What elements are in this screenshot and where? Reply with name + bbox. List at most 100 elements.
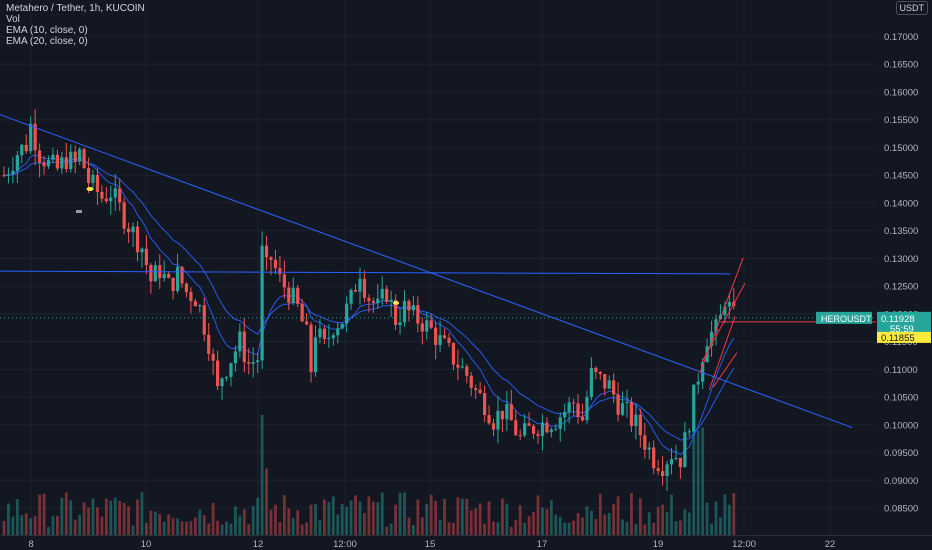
volume-bar <box>536 495 540 535</box>
volume-bar <box>167 514 171 535</box>
volume-bar <box>354 495 357 535</box>
candle-body <box>496 410 500 430</box>
time-tick-label: 22 <box>825 539 836 550</box>
volume-bar <box>136 499 139 535</box>
volume-bar <box>389 523 393 535</box>
volume-bar <box>29 518 33 535</box>
legend-ema-20[interactable]: EMA (20, close, 0) <box>6 36 88 47</box>
candle-body <box>607 380 611 389</box>
volume-bar <box>42 493 46 535</box>
last-price-tag[interactable] <box>877 311 931 334</box>
volume-bar <box>38 494 41 535</box>
candle-body <box>278 268 282 275</box>
volume-bar <box>429 494 433 535</box>
volume-bar <box>278 521 282 535</box>
channel-line[interactable] <box>701 283 746 362</box>
candle-body <box>625 402 629 404</box>
volume-bar <box>665 511 669 535</box>
event-marker[interactable] <box>393 301 399 305</box>
candle-body <box>260 245 264 361</box>
volume-bar <box>225 521 228 535</box>
volume-bar <box>732 493 736 535</box>
price-tick-label: 0.16000 <box>884 87 918 98</box>
volume-bar <box>572 520 575 535</box>
candle-body <box>678 457 682 468</box>
volume-bar <box>11 516 15 535</box>
candle-body <box>353 289 358 292</box>
candle-body <box>144 248 148 266</box>
trendline-diagonal[interactable] <box>0 114 853 429</box>
currency-selector[interactable]: USDT <box>895 1 928 15</box>
candle-body <box>251 362 255 364</box>
candle-body <box>69 151 73 170</box>
price-tick-label: 0.17000 <box>884 32 918 43</box>
volume-bar <box>127 506 130 535</box>
volume-bar <box>367 496 371 535</box>
volume-bar <box>274 504 277 535</box>
legend-ema-10[interactable]: EMA (10, close, 0) <box>6 25 88 36</box>
price-axis[interactable] <box>876 0 932 550</box>
legend-title[interactable]: Metahero / Tether, 1h, KUCOIN <box>6 3 145 14</box>
candle-body <box>465 366 469 376</box>
volume-bar <box>376 502 380 535</box>
volume-bar <box>380 492 384 535</box>
candle-body <box>402 301 407 323</box>
line-value-tag[interactable] <box>877 331 931 343</box>
price-tick-label: 0.10000 <box>884 420 918 431</box>
candle-body <box>643 435 647 450</box>
candle-body <box>15 155 19 171</box>
event-marker[interactable] <box>76 210 82 213</box>
volume-bar <box>598 493 602 535</box>
candle-body <box>6 174 11 176</box>
volume-bar <box>340 503 344 535</box>
volume-bar <box>131 525 135 535</box>
candle-body <box>425 320 429 332</box>
candle-body <box>175 266 180 292</box>
volume-bar <box>87 507 90 535</box>
trendline-horizontal[interactable] <box>0 270 731 275</box>
channel-line[interactable] <box>712 352 738 388</box>
price-tick-label: 0.15500 <box>884 115 918 126</box>
candle-body <box>692 384 696 432</box>
candle-body <box>683 432 687 468</box>
time-tick-label: 12:00 <box>333 539 357 550</box>
candle-body <box>474 387 478 390</box>
volume-bar <box>483 523 486 535</box>
volume-bar <box>20 515 24 535</box>
price-tick-label: 0.09000 <box>884 476 918 487</box>
volume-bar <box>180 521 184 535</box>
volume-bar <box>2 520 6 535</box>
candle-body <box>434 327 438 345</box>
event-marker[interactable] <box>86 187 94 191</box>
candle-body <box>229 363 233 377</box>
candle-body <box>603 373 607 389</box>
volume-bar <box>558 516 562 535</box>
candle-body <box>220 378 224 387</box>
volume-bar <box>420 517 424 535</box>
volume-bar <box>7 503 10 535</box>
candle-body <box>518 435 522 437</box>
candle-body <box>78 149 82 162</box>
channel-line[interactable] <box>708 315 736 391</box>
candle-body <box>727 301 731 307</box>
candle-body <box>29 123 33 152</box>
candle-body <box>411 305 415 311</box>
candle-body <box>576 403 580 418</box>
candle-body <box>202 305 206 335</box>
candle-body <box>113 188 117 198</box>
volume-bar <box>149 510 153 535</box>
volume-bar <box>527 516 531 535</box>
volume-bar <box>585 506 589 535</box>
price-tick-label: 0.13500 <box>884 226 918 237</box>
volume-bar <box>118 500 122 535</box>
candle-body <box>11 170 15 175</box>
candle-body <box>478 389 482 394</box>
volume-bar <box>336 514 340 535</box>
channel-line[interactable] <box>699 257 744 373</box>
volume-bar <box>590 510 593 535</box>
volume-bar <box>509 526 513 535</box>
symbol-tag[interactable] <box>816 311 872 324</box>
volume-bar <box>576 513 580 535</box>
legend-vol[interactable]: Vol <box>6 14 20 25</box>
